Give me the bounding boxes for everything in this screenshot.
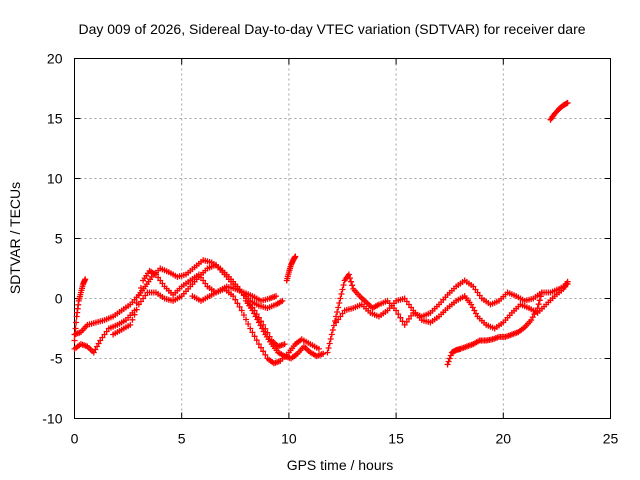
series-track-01 [71,276,89,344]
data-point [325,345,332,351]
data-point [238,307,245,314]
axis-ticks: 0 5 10 15 20 25 -10 -5 0 5 10 15 20 [42,51,618,447]
data-point [397,314,404,321]
data-point [247,325,254,332]
data-point [327,336,334,342]
y-tick-label: 20 [47,51,63,67]
data-point [232,296,239,303]
data-point [82,276,89,283]
data-point [292,253,299,260]
data-points [71,99,571,368]
data-point [129,316,136,323]
data-point [536,297,543,304]
data-point [315,345,322,352]
data-point [131,311,138,318]
data-point [72,325,79,332]
data-point [253,337,260,344]
data-point [273,293,280,300]
data-point [127,321,134,328]
x-tick-label: 10 [281,431,297,447]
data-point [281,341,288,348]
data-point [230,293,237,300]
data-point [564,99,571,106]
series-track-10 [444,289,545,368]
x-axis-label: GPS time / hours [287,457,394,473]
y-axis-label: SDTVAR / TECUs [7,182,23,294]
data-point [328,331,335,338]
y-tick-label: 15 [47,111,63,127]
data-point [73,319,80,326]
data-point [338,291,345,297]
data-point [395,311,402,318]
y-tick-label: 0 [55,291,63,307]
y-tick-label: 5 [55,231,63,247]
data-point [444,361,451,368]
data-point [447,352,454,359]
series-track-07 [283,253,299,284]
data-point [279,297,286,304]
data-point [133,306,140,313]
data-point [445,358,452,365]
data-point [329,327,336,333]
data-point [564,278,571,285]
data-point [71,337,78,344]
data-point [335,304,342,311]
x-tick-label: 15 [388,431,404,447]
data-point [258,344,265,351]
data-point [337,295,344,302]
x-tick-label: 5 [178,431,186,447]
chart-title: Day 009 of 2026, Sidereal Day-to-day VTE… [78,21,585,37]
data-point [251,333,258,340]
data-point [348,278,355,285]
data-point [326,340,333,347]
x-tick-label: 20 [496,431,512,447]
data-point [446,355,453,362]
series-track-11 [547,99,571,123]
data-point [339,286,346,293]
data-point [345,271,352,278]
series-track-06 [243,297,327,362]
data-point [243,316,250,323]
data-point [324,349,331,356]
series-track-09 [333,278,571,332]
data-point [334,309,341,315]
data-point [260,348,267,355]
x-tick-label: 25 [603,431,619,447]
data-point [236,303,243,310]
data-point [245,321,252,327]
series-track-08 [324,271,571,356]
data-point [534,305,541,312]
y-tick-label: 10 [47,171,63,187]
grid [74,58,611,419]
data-point [537,293,544,300]
x-tick-label: 0 [71,431,79,447]
data-point [255,341,262,348]
series-track-05 [189,283,280,304]
data-point [240,312,247,318]
data-point [349,282,356,289]
data-point [340,282,347,288]
data-point [336,300,343,306]
y-tick-label: -10 [42,411,62,427]
data-point [249,329,256,336]
data-point [347,275,354,282]
data-point [234,300,241,307]
data-point [538,289,545,296]
data-point [320,350,327,357]
data-point [393,307,400,314]
data-point [262,351,269,358]
data-point [535,301,542,308]
y-tick-label: -5 [50,351,63,367]
